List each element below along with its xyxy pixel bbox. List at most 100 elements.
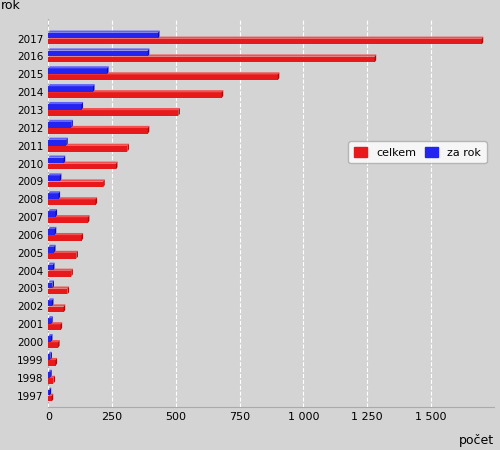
Polygon shape <box>56 209 57 217</box>
Polygon shape <box>48 102 83 104</box>
Bar <box>48 146 128 152</box>
Polygon shape <box>96 197 97 205</box>
Polygon shape <box>54 376 55 384</box>
Bar <box>48 360 56 366</box>
Bar <box>48 229 54 235</box>
Polygon shape <box>374 54 376 63</box>
Polygon shape <box>48 358 57 360</box>
Bar <box>48 324 60 330</box>
Bar <box>48 235 82 241</box>
Polygon shape <box>60 173 62 181</box>
Polygon shape <box>158 31 160 38</box>
Bar <box>48 354 50 360</box>
Bar <box>48 265 53 270</box>
Polygon shape <box>48 31 160 33</box>
Bar <box>48 247 54 252</box>
Polygon shape <box>48 340 60 342</box>
Polygon shape <box>482 36 483 45</box>
Polygon shape <box>103 180 104 187</box>
Polygon shape <box>48 251 78 253</box>
Bar <box>48 194 58 199</box>
Bar <box>48 211 56 217</box>
Polygon shape <box>51 334 52 342</box>
Bar <box>48 301 52 306</box>
Polygon shape <box>48 304 65 306</box>
Polygon shape <box>48 269 73 271</box>
Polygon shape <box>48 162 117 164</box>
Bar <box>48 176 60 181</box>
Polygon shape <box>50 370 51 378</box>
Polygon shape <box>48 90 223 92</box>
Bar <box>48 33 158 38</box>
Bar <box>48 140 66 145</box>
Bar <box>48 164 116 170</box>
Bar <box>48 158 64 163</box>
Polygon shape <box>50 352 52 360</box>
Polygon shape <box>222 90 223 98</box>
Polygon shape <box>58 191 60 199</box>
Polygon shape <box>116 162 117 170</box>
Polygon shape <box>178 108 180 116</box>
Bar <box>48 104 82 110</box>
Polygon shape <box>48 233 83 235</box>
Polygon shape <box>48 108 180 110</box>
Bar <box>48 318 51 324</box>
Polygon shape <box>48 191 60 194</box>
Bar <box>48 92 222 98</box>
Polygon shape <box>48 287 69 288</box>
Polygon shape <box>54 245 56 252</box>
Polygon shape <box>107 66 108 74</box>
Polygon shape <box>48 54 376 57</box>
Polygon shape <box>88 215 90 223</box>
Polygon shape <box>48 36 483 39</box>
Polygon shape <box>60 322 62 330</box>
Bar <box>48 306 64 312</box>
Polygon shape <box>51 316 52 324</box>
Bar <box>48 288 68 294</box>
Polygon shape <box>48 120 73 122</box>
Bar <box>48 217 88 223</box>
Polygon shape <box>48 138 68 140</box>
Bar <box>48 74 278 80</box>
Polygon shape <box>48 209 57 211</box>
Polygon shape <box>48 173 62 176</box>
Polygon shape <box>48 126 150 128</box>
Polygon shape <box>58 340 59 348</box>
Polygon shape <box>50 387 51 396</box>
Legend: celkem, za rok: celkem, za rok <box>348 141 486 163</box>
Bar <box>48 378 54 384</box>
Polygon shape <box>48 49 150 50</box>
Polygon shape <box>48 66 108 68</box>
Polygon shape <box>76 251 78 259</box>
Bar <box>48 342 58 348</box>
Text: počet: počet <box>460 434 494 447</box>
Polygon shape <box>148 126 150 134</box>
Polygon shape <box>48 197 97 199</box>
Polygon shape <box>48 298 54 301</box>
Polygon shape <box>64 156 65 163</box>
Polygon shape <box>54 227 56 235</box>
Polygon shape <box>68 287 69 294</box>
Bar <box>48 283 52 288</box>
Bar <box>48 396 51 401</box>
Bar <box>48 271 72 277</box>
Polygon shape <box>48 352 52 354</box>
Polygon shape <box>66 138 68 145</box>
Bar <box>48 128 148 134</box>
Bar <box>48 372 50 378</box>
Bar <box>48 86 93 92</box>
Bar <box>48 39 482 45</box>
Polygon shape <box>52 394 53 401</box>
Polygon shape <box>72 269 73 277</box>
Polygon shape <box>278 72 280 80</box>
Polygon shape <box>48 376 55 378</box>
Bar <box>48 50 148 56</box>
Polygon shape <box>48 280 54 283</box>
Polygon shape <box>48 316 52 318</box>
Bar <box>48 181 103 187</box>
Polygon shape <box>48 180 104 181</box>
Polygon shape <box>148 49 150 56</box>
Y-axis label: rok: rok <box>0 0 20 12</box>
Polygon shape <box>72 120 73 128</box>
Bar <box>48 122 72 128</box>
